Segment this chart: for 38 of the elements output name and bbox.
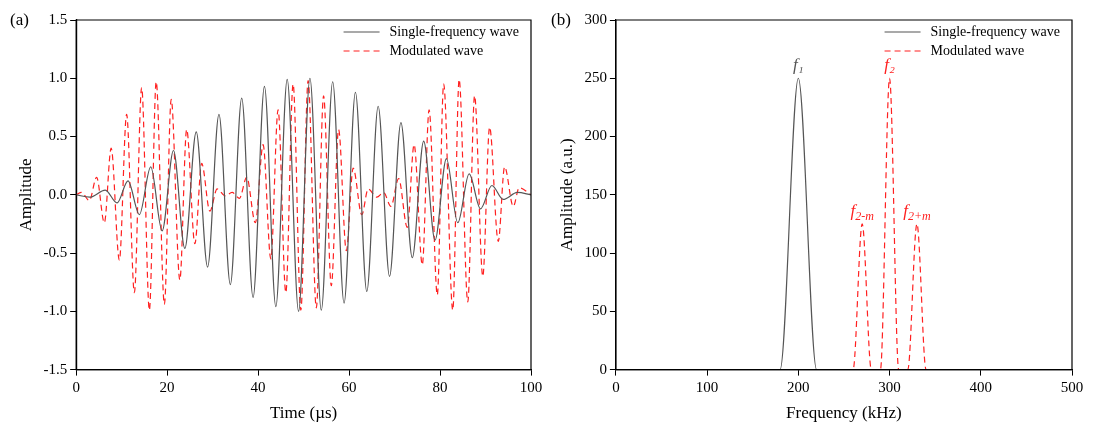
y-tick-label: 1.5: [48, 10, 68, 27]
legend-label: Single-frequency wave: [389, 23, 520, 39]
legend-label: Modulated wave: [389, 42, 484, 58]
y-tick-label: 100: [584, 244, 607, 260]
x-tick-label: 100: [695, 378, 719, 395]
y-axis-title: Amplitude: [15, 158, 35, 232]
x-axis-title: Frequency (kHz): [786, 403, 902, 423]
chart-title: (a): [10, 9, 29, 29]
y-axis-title: Amplitude (a.u.): [556, 138, 576, 252]
y-tick-label: 200: [584, 127, 607, 144]
y-tick-label: 0.0: [48, 185, 68, 202]
legend-label: Single-frequency wave: [930, 23, 1061, 39]
x-tick-label: 0: [612, 378, 620, 395]
x-tick-label: 0: [72, 378, 80, 395]
y-tick-label: -1.0: [43, 302, 68, 319]
legend-label: Modulated wave: [930, 42, 1025, 58]
y-tick-label: 250: [584, 69, 607, 86]
y-tick-label: -1.5: [43, 360, 68, 377]
x-tick-label: 60: [341, 378, 357, 395]
annotation: f₂: [884, 55, 895, 75]
x-tick-label: 20: [159, 378, 175, 395]
x-tick-label: 40: [250, 378, 266, 395]
y-tick-label: 1.0: [48, 69, 68, 86]
x-tick-label: 80: [432, 378, 448, 395]
x-tick-label: 500: [1060, 378, 1084, 395]
y-tick-label: 0.5: [48, 127, 68, 144]
chart-title: (b): [551, 9, 571, 29]
annotation: f₁: [793, 55, 804, 75]
x-tick-label: 400: [969, 378, 993, 395]
x-tick-label: 200: [787, 378, 810, 395]
x-axis-title: Time (µs): [269, 403, 338, 423]
y-tick-label: 150: [584, 185, 607, 202]
y-tick-label: 50: [591, 302, 607, 319]
y-tick-label: 300: [584, 10, 607, 27]
x-tick-label: 100: [519, 378, 543, 395]
y-tick-label: 0: [599, 360, 607, 377]
y-tick-label: -0.5: [43, 244, 68, 260]
x-tick-label: 300: [878, 378, 901, 395]
